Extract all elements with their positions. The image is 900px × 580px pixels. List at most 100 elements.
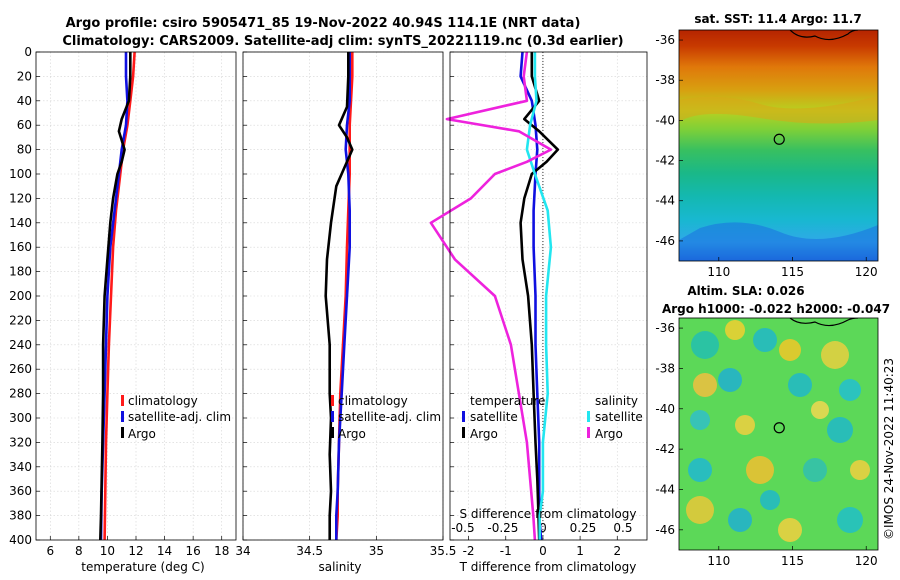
legend-label-sal-satellite: satellite — [595, 410, 643, 424]
temperature-legend: climatology satellite-adj. clim Argo — [121, 394, 231, 441]
sst-coast-contour — [789, 30, 859, 41]
sla-map-frame — [678, 317, 879, 551]
depth-tick-label: 400 — [9, 533, 32, 547]
depth-tick-label: 240 — [9, 338, 32, 352]
series-line-black — [324, 52, 354, 540]
sla-map-title-line1: Altim. SLA: 0.026 — [687, 284, 804, 298]
sla-blob — [691, 331, 719, 359]
legend-swatch-temp-satellite — [462, 411, 465, 422]
temperature-panel: 6 8 10 12 14 16 18 — [35, 51, 237, 558]
difference-xlabel-top: S difference from climatology — [460, 507, 637, 521]
depth-tick-label: 340 — [9, 460, 32, 474]
panel-frame — [449, 51, 648, 541]
sla-blob — [837, 507, 863, 533]
depth-tick-label: 160 — [9, 240, 32, 254]
sla-map — [679, 318, 878, 550]
x-tick-label: -1 — [500, 544, 512, 558]
depth-tick-label: 20 — [17, 69, 32, 83]
legend-swatch-argo — [331, 427, 334, 438]
map-x-tick-label: 110 — [707, 554, 730, 568]
map-x-tick-label: 115 — [781, 265, 804, 279]
figure-title-line1: Argo profile: csiro 5905471_85 19-Nov-20… — [66, 16, 581, 31]
sla-blob — [803, 458, 827, 482]
sst-map-axes: 110 115 120 -36 -38 -40 -42 -44 -46 — [655, 33, 877, 279]
map-x-tick-label: 110 — [707, 265, 730, 279]
map-y-tick-label: -46 — [655, 523, 675, 537]
map-x-tick-label: 120 — [855, 554, 878, 568]
depth-tick-label: 220 — [9, 313, 32, 327]
salinity-legend: climatology satellite-adj. clim Argo — [331, 394, 441, 441]
legend-swatch-satellite-adj — [121, 411, 124, 422]
panel-frame — [35, 51, 237, 541]
s-tick-label: 0.25 — [570, 521, 597, 535]
legend-swatch-temp-argo — [462, 427, 465, 438]
series-line-red — [103, 51, 136, 541]
x-tick-label: 16 — [186, 544, 201, 558]
depth-tick-label: 60 — [17, 118, 32, 132]
x-tick-label: 35.5 — [430, 544, 457, 558]
x-tick-label: -2 — [463, 544, 475, 558]
sla-blob — [788, 373, 812, 397]
series-line-cyan — [525, 52, 553, 540]
legend-label-sal-argo: Argo — [595, 427, 623, 441]
depth-tick-label: 40 — [17, 94, 32, 108]
legend-label-satellite-adj: satellite-adj. clim — [338, 410, 441, 424]
x-tick-label: 34.5 — [296, 544, 323, 558]
sla-blob — [821, 341, 849, 369]
map-y-tick-label: -38 — [655, 73, 675, 87]
map-y-tick-label: -42 — [655, 442, 675, 456]
depth-tick-label: 100 — [9, 167, 32, 181]
sla-blob — [850, 460, 870, 480]
depth-tick-label: 320 — [9, 435, 32, 449]
x-tick-label: 10 — [100, 544, 115, 558]
series-line-magenta — [429, 51, 553, 541]
sla-blob — [728, 508, 752, 532]
legend-temperature-title: temperature — [470, 394, 545, 408]
x-tick-label: 1 — [576, 544, 584, 558]
depth-tick-label: 200 — [9, 289, 32, 303]
depth-tick-label: 80 — [17, 143, 32, 157]
sla-anomaly-blobs — [686, 320, 870, 542]
series-line-black — [519, 52, 560, 541]
sla-map-title-line2: Argo h1000: -0.022 h2000: -0.047 — [662, 302, 890, 316]
sla-blob — [827, 417, 853, 443]
difference-xlabel: T difference from climatology — [459, 560, 637, 574]
map-y-tick-label: -40 — [655, 402, 675, 416]
sla-blob — [693, 373, 717, 397]
depth-tick-label: 360 — [9, 484, 32, 498]
depth-tick-label: 140 — [9, 216, 32, 230]
legend-swatch-satellite-adj — [331, 411, 334, 422]
x-tick-label: 8 — [75, 544, 83, 558]
footer-timestamp: ©IMOS 24-Nov-2022 11:40:23 — [882, 358, 896, 540]
map-y-tick-label: -38 — [655, 361, 675, 375]
x-tick-label: 18 — [214, 544, 229, 558]
sla-blob — [811, 401, 829, 419]
map-y-tick-label: -36 — [655, 321, 675, 335]
x-tick-label: 2 — [613, 544, 621, 558]
panel-frame — [242, 51, 444, 541]
figure-title-line2: Climatology: CARS2009. Satellite-adj cli… — [62, 34, 623, 49]
sst-map — [679, 30, 878, 261]
map-y-tick-label: -40 — [655, 113, 675, 127]
map-x-tick-label: 120 — [855, 265, 878, 279]
sst-warm-band — [679, 96, 878, 124]
difference-legend: temperature satellite Argo salinity sate… — [462, 394, 643, 441]
series-line-black — [99, 52, 132, 541]
sla-blob — [688, 458, 712, 482]
sla-blob — [690, 410, 710, 430]
sst-map-frame — [678, 29, 879, 262]
legend-salinity-title: salinity — [595, 394, 638, 408]
depth-axis: 0 20 40 60 80 100 120 140 160 180 200 220 240 260 280 3… — [9, 45, 32, 547]
depth-tick-label: 260 — [9, 362, 32, 376]
map-y-tick-label: -46 — [655, 234, 675, 248]
legend-swatch-sal-satellite — [587, 411, 590, 422]
map-y-tick-label: -36 — [655, 33, 675, 47]
depth-tick-label: 380 — [9, 509, 32, 523]
sst-map-title: sat. SST: 11.4 Argo: 11.7 — [694, 12, 861, 26]
map-y-tick-label: -44 — [655, 194, 675, 208]
legend-label-argo: Argo — [128, 427, 156, 441]
x-tick-label: 14 — [157, 544, 172, 558]
x-tick-label: 34 — [235, 544, 250, 558]
sla-blob — [760, 490, 780, 510]
